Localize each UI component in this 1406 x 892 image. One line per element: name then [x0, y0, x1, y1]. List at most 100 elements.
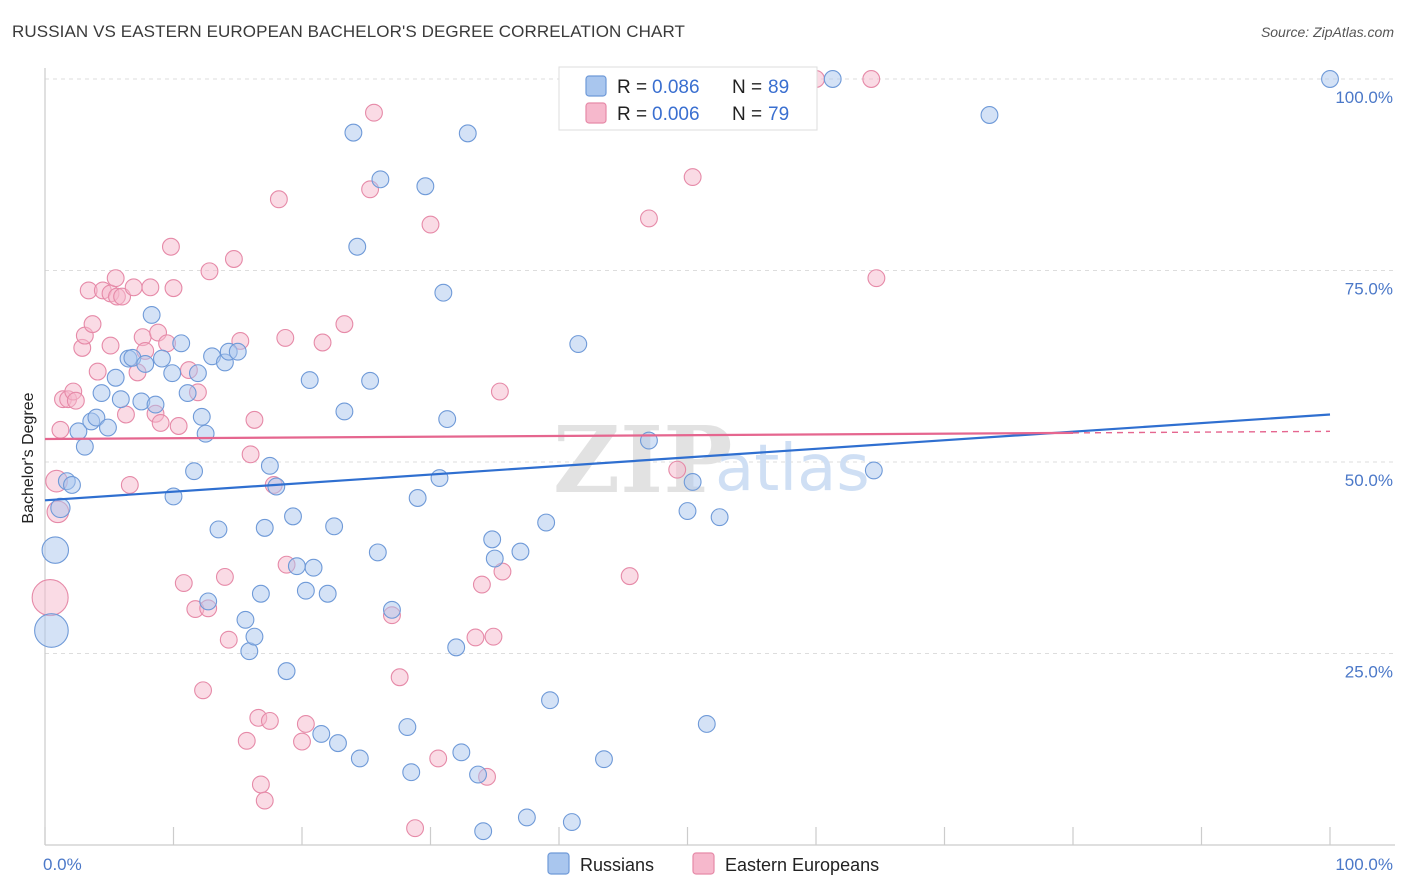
y-tick-label: 100.0%: [1335, 88, 1393, 107]
eastern-european-point: [484, 627, 503, 646]
eastern-european-point: [151, 413, 170, 432]
eastern-european-point: [639, 209, 658, 228]
russians-point: [163, 364, 182, 383]
eastern-european-point: [260, 711, 279, 730]
eastern-european-point: [251, 775, 270, 794]
russians-point: [371, 170, 390, 189]
russians-point: [245, 627, 264, 646]
russians-point: [329, 734, 347, 753]
bottom-legend-swatch-russians: [547, 852, 570, 875]
eastern-european-point: [124, 278, 143, 297]
russians-point: [277, 662, 296, 681]
russians-point: [287, 557, 306, 576]
eastern-european-point: [101, 336, 120, 355]
russians-point: [209, 520, 228, 539]
russians-point: [398, 718, 417, 736]
russians-point: [236, 610, 255, 629]
eastern-european-point: [106, 269, 125, 288]
bottom-legend-russians: Russians: [580, 855, 654, 875]
eastern-european-point: [241, 445, 260, 464]
y-tick-label: 50.0%: [1345, 471, 1393, 490]
eastern-european-point: [313, 333, 332, 352]
russians-point: [483, 530, 502, 549]
russians-point: [383, 600, 401, 619]
eastern-european-point: [668, 460, 687, 479]
eastern-european-point: [269, 190, 288, 209]
eastern-european-point: [335, 315, 354, 334]
eastern-european-point: [200, 262, 219, 281]
eastern-european-point: [466, 628, 485, 647]
russians-point: [469, 765, 487, 784]
russians-point: [192, 407, 211, 426]
chart-title: RUSSIAN VS EASTERN EUROPEAN BACHELOR'S D…: [12, 22, 685, 41]
russians-point: [402, 763, 421, 782]
russians-point: [864, 461, 883, 480]
russians-point: [683, 472, 702, 491]
russians-point: [1321, 70, 1339, 88]
russians-point: [541, 691, 559, 710]
russians-point: [260, 456, 279, 475]
eastern-european-point: [83, 315, 102, 334]
y-tick-label: 25.0%: [1345, 663, 1393, 682]
watermark: ZIP atlas: [553, 406, 870, 514]
eastern-european-point: [237, 731, 256, 750]
eastern-european-point: [66, 391, 85, 410]
eastern-european-point: [472, 575, 491, 594]
eastern-european-point: [117, 405, 135, 424]
eastern-european-point: [276, 328, 295, 347]
russians-point: [474, 822, 493, 841]
russians-point: [296, 581, 315, 600]
russians-point: [92, 384, 111, 403]
eastern-european-point: [429, 749, 448, 768]
eastern-trend-line: [44, 431, 1074, 441]
russians-point: [823, 70, 842, 88]
russians-point: [361, 371, 380, 390]
eastern-european-point: [490, 382, 509, 401]
russians-point: [142, 305, 161, 324]
bottom-legend-swatch-eastern: [692, 852, 715, 875]
eastern-european-point: [683, 168, 702, 186]
legend: R = 0.086 N = 89 R = 0.006 N = 79: [558, 66, 818, 131]
eastern-european-point: [31, 579, 69, 617]
russians-point: [335, 402, 354, 421]
russians-point: [344, 123, 363, 142]
bottom-legend: Russians Eastern Europeans: [547, 852, 879, 875]
russians-point: [447, 638, 466, 657]
legend-swatch-eastern: [585, 102, 607, 124]
russians-point: [537, 513, 556, 532]
russians-point: [438, 410, 457, 429]
eastern-european-point: [169, 417, 188, 435]
eastern-european-point: [245, 410, 264, 429]
grid: [45, 78, 1395, 654]
russians-point: [569, 335, 588, 353]
x-tick-label: 100.0%: [1335, 855, 1393, 874]
russians-point: [416, 177, 435, 196]
russians-point: [318, 584, 337, 603]
x-tick-label: 0.0%: [43, 855, 82, 874]
russians-point: [251, 584, 270, 603]
legend-n-label-russians: N =: [732, 77, 762, 98]
russians-point: [228, 342, 247, 361]
russians-point: [50, 497, 71, 519]
legend-n-label-eastern: N =: [732, 104, 762, 125]
russians-point: [408, 489, 427, 507]
russians-point: [178, 384, 197, 403]
eastern-european-point: [51, 420, 70, 439]
eastern-european-point: [88, 362, 107, 381]
axes: [44, 68, 1395, 846]
russians-points: [34, 70, 1339, 841]
russians-point: [562, 813, 581, 831]
legend-swatch-russians: [585, 75, 607, 97]
eastern-european-point: [867, 269, 886, 288]
eastern-european-point: [862, 70, 881, 88]
eastern-european-point: [120, 476, 139, 494]
eastern-european-point: [255, 791, 274, 810]
russians-point: [99, 418, 117, 437]
legend-n-value-russians: 89: [768, 77, 789, 98]
russians-point: [485, 549, 504, 568]
russians-point: [430, 469, 449, 488]
eastern-european-point: [164, 279, 183, 298]
eastern-european-point: [224, 250, 243, 268]
russians-point: [304, 558, 323, 577]
